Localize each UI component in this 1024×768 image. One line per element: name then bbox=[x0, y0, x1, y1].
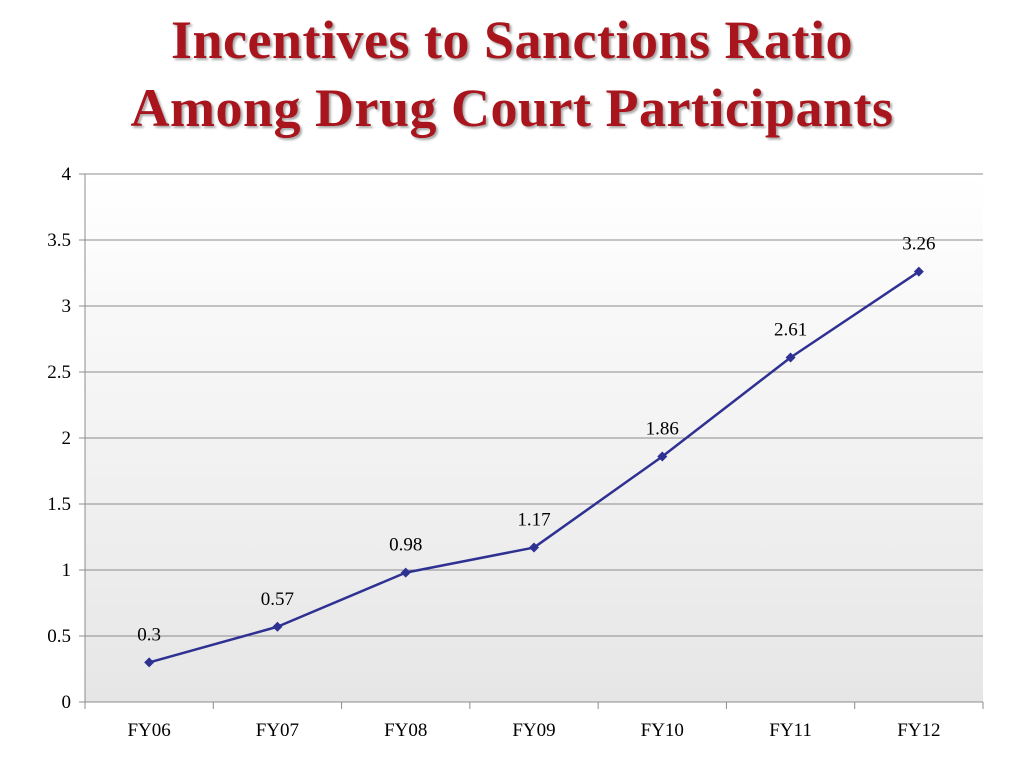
data-label: 1.86 bbox=[646, 418, 679, 439]
x-tick-label: FY10 bbox=[641, 720, 684, 741]
data-point bbox=[529, 542, 539, 553]
data-point bbox=[400, 567, 411, 578]
x-tick-label: FY09 bbox=[512, 720, 555, 741]
x-tick-label: FY06 bbox=[127, 720, 170, 741]
y-tick-label: 3.5 bbox=[47, 230, 71, 251]
data-label: 1.17 bbox=[517, 510, 550, 531]
y-tick-label: 2 bbox=[62, 428, 72, 449]
data-label: 3.26 bbox=[902, 234, 935, 255]
data-point bbox=[144, 657, 155, 668]
axes: 0 0.5 1 1.5 2 2.5 3 3.5 4 FY06 FY07 FY08 FY09 FY10 FY1… bbox=[47, 164, 984, 741]
title-line-2: Among Drug Court Participants bbox=[130, 78, 894, 138]
x-tick-label: FY08 bbox=[384, 720, 427, 741]
y-tick-label: 0 bbox=[62, 692, 72, 713]
gridlines bbox=[85, 173, 983, 637]
y-tick-label: 2.5 bbox=[47, 362, 71, 383]
y-tick-label: 4 bbox=[62, 164, 72, 185]
series bbox=[144, 266, 924, 668]
data-point bbox=[272, 621, 283, 632]
data-point bbox=[657, 451, 668, 462]
title-line-1: Incentives to Sanctions Ratio bbox=[170, 10, 853, 70]
y-tick-label: 0.5 bbox=[47, 626, 71, 647]
x-tick-label: FY07 bbox=[256, 720, 299, 741]
data-point bbox=[913, 266, 924, 277]
y-tick-label: 1.5 bbox=[47, 494, 71, 515]
x-tick-label: FY11 bbox=[769, 720, 812, 741]
y-tick-label: 3 bbox=[62, 296, 72, 317]
page-title: Incentives to Sanctions Ratio Among Drug… bbox=[0, 6, 1024, 142]
data-label: 0.3 bbox=[137, 624, 161, 645]
data-label: 0.98 bbox=[389, 535, 422, 556]
data-label: 2.61 bbox=[774, 319, 807, 340]
x-tick-label: FY12 bbox=[897, 720, 940, 741]
data-point bbox=[785, 352, 796, 363]
y-tick-label: 1 bbox=[62, 560, 72, 581]
data-label: 0.57 bbox=[261, 589, 294, 610]
labels: 0.3 0.57 0.98 1.17 1.86 2.61 3.26 bbox=[137, 234, 935, 646]
